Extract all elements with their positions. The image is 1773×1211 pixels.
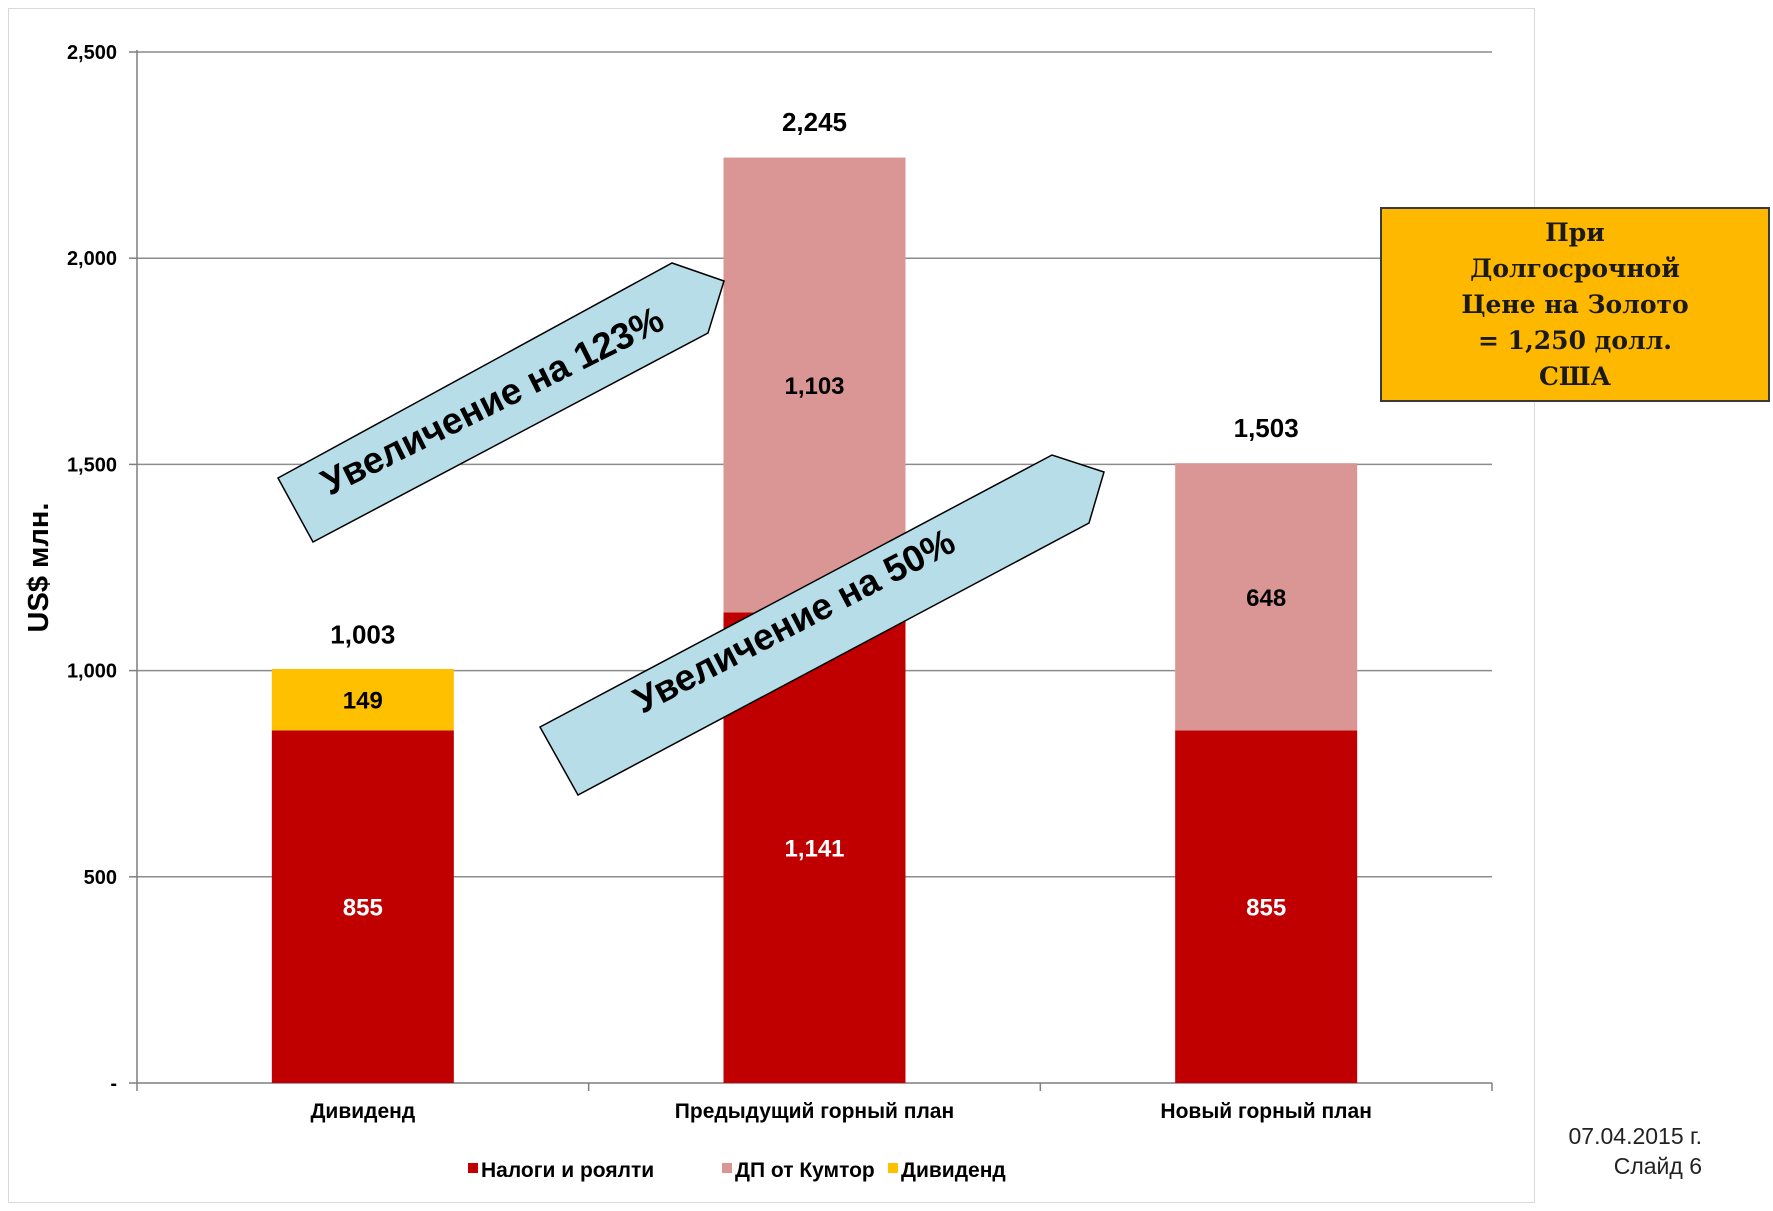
bar-total-label: 1,003 (330, 619, 395, 649)
legend-swatch (468, 1163, 478, 1173)
growth-arrow-label: Увеличение на 123% (315, 298, 670, 503)
labels: 855 149 1,003 1,141 1,103 2,245 855 648 1,503 (330, 107, 1298, 922)
y-tick-label: 2,000 (67, 248, 117, 270)
growth-arrow (538, 454, 1105, 797)
bar-value-label: 1,103 (784, 373, 844, 400)
legend-swatch (888, 1163, 898, 1173)
y-tick-label: 2,500 (67, 42, 117, 64)
bar-total-label: 1,503 (1234, 413, 1299, 443)
bar-segment (1175, 730, 1358, 1083)
bar-value-label: 1,141 (784, 836, 844, 863)
bar-total-label: 2,245 (782, 107, 847, 137)
bar-segment (723, 157, 906, 613)
y-axis-title: US$ млн. (23, 503, 55, 633)
legend-label: Дивиденд (901, 1159, 1006, 1182)
bar-segment (1175, 463, 1358, 731)
legend-swatch (722, 1163, 732, 1173)
legend: Налоги и роялти ДП от Кумтор Дивиденд (468, 1159, 1006, 1182)
legend-label: ДП от Кумтор (735, 1159, 875, 1182)
x-category-label: Предыдущий горный план (675, 1100, 954, 1123)
slide-date: 07.04.2015 г. (1568, 1123, 1702, 1149)
gold-price-note: При Долгосрочной Цене на Золото = 1,250 … (1380, 207, 1770, 402)
y-tick-label: 1,000 (67, 661, 117, 683)
x-category-label: Дивиденд (310, 1100, 415, 1123)
legend-label: Налоги и роялти (481, 1159, 654, 1182)
bar-value-label: 648 (1246, 585, 1286, 612)
bar-segment (271, 668, 454, 731)
bar-value-label: 149 (343, 688, 383, 715)
bar-segment (271, 730, 454, 1083)
y-tick-label: 1,500 (67, 454, 117, 476)
bar-value-label: 855 (1246, 895, 1286, 922)
slide-number: Слайд 6 (1613, 1153, 1702, 1179)
bar-value-label: 855 (343, 895, 383, 922)
chart-frame (8, 8, 1535, 1203)
growth-arrow (276, 262, 725, 544)
y-tick-label: - (110, 1073, 117, 1095)
x-category-label: Новый горный план (1160, 1100, 1371, 1123)
y-tick-label: 500 (84, 867, 117, 889)
